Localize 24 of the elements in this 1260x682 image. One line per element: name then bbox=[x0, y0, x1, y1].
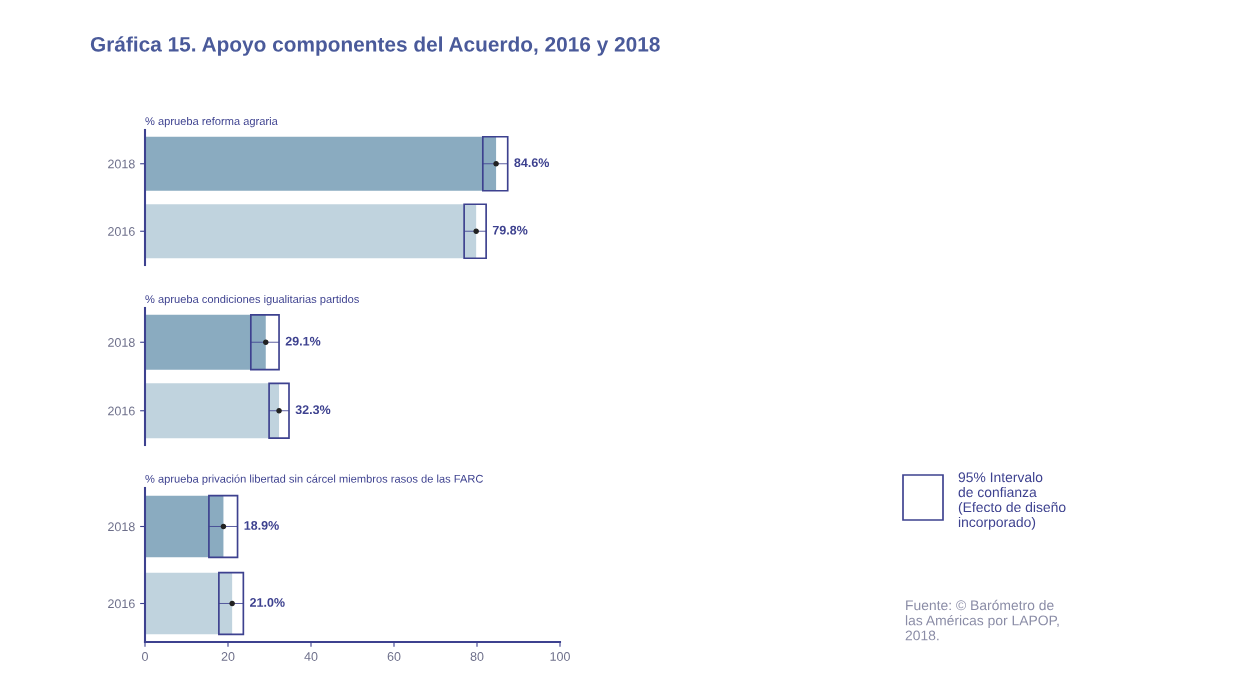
data-label: 79.8% bbox=[492, 225, 528, 235]
y-tick-label: 2018 bbox=[108, 159, 135, 169]
x-tick-label: 20 bbox=[221, 652, 235, 661]
x-tick-label: 100 bbox=[550, 652, 570, 661]
text: 95% Intervalo de confianza (Efecto de diseño incorporado) bbox=[958, 472, 1066, 530]
chart-title: Gráfica 15. Apoyo componentes del Acuerdo, 2016 y 2018 bbox=[90, 36, 660, 56]
y-tick-label: 2016 bbox=[108, 227, 135, 236]
data-label: 32.3% bbox=[295, 405, 331, 415]
x-tick-label: 80 bbox=[470, 652, 484, 661]
data-label: 84.6% bbox=[514, 158, 550, 168]
y-tick-label: 2018 bbox=[108, 338, 135, 347]
data-label: 21.0% bbox=[250, 598, 285, 607]
x-tick-label: 40 bbox=[304, 652, 318, 661]
chart-subtitle: % aprueba reforma agraria bbox=[145, 116, 278, 128]
y-tick-label: 2016 bbox=[108, 599, 135, 609]
y-tick-label: 2016 bbox=[108, 406, 135, 416]
y-tick-label: 2018 bbox=[108, 522, 135, 532]
data-label: 18.9% bbox=[244, 521, 279, 530]
chart-subtitle: % aprueba privación libertad sin cárcel miembros rasos de las FARC bbox=[145, 474, 483, 485]
source-note: Fuente: © Barómetro de las Américas por LAPOP, 2018. bbox=[905, 599, 1059, 641]
chart-subtitle: % aprueba condiciones igualitarias partidos bbox=[145, 294, 359, 306]
x-tick-label: 0 bbox=[142, 652, 148, 661]
x-tick-label: 60 bbox=[387, 652, 401, 661]
data-label: 29.1% bbox=[285, 336, 321, 346]
